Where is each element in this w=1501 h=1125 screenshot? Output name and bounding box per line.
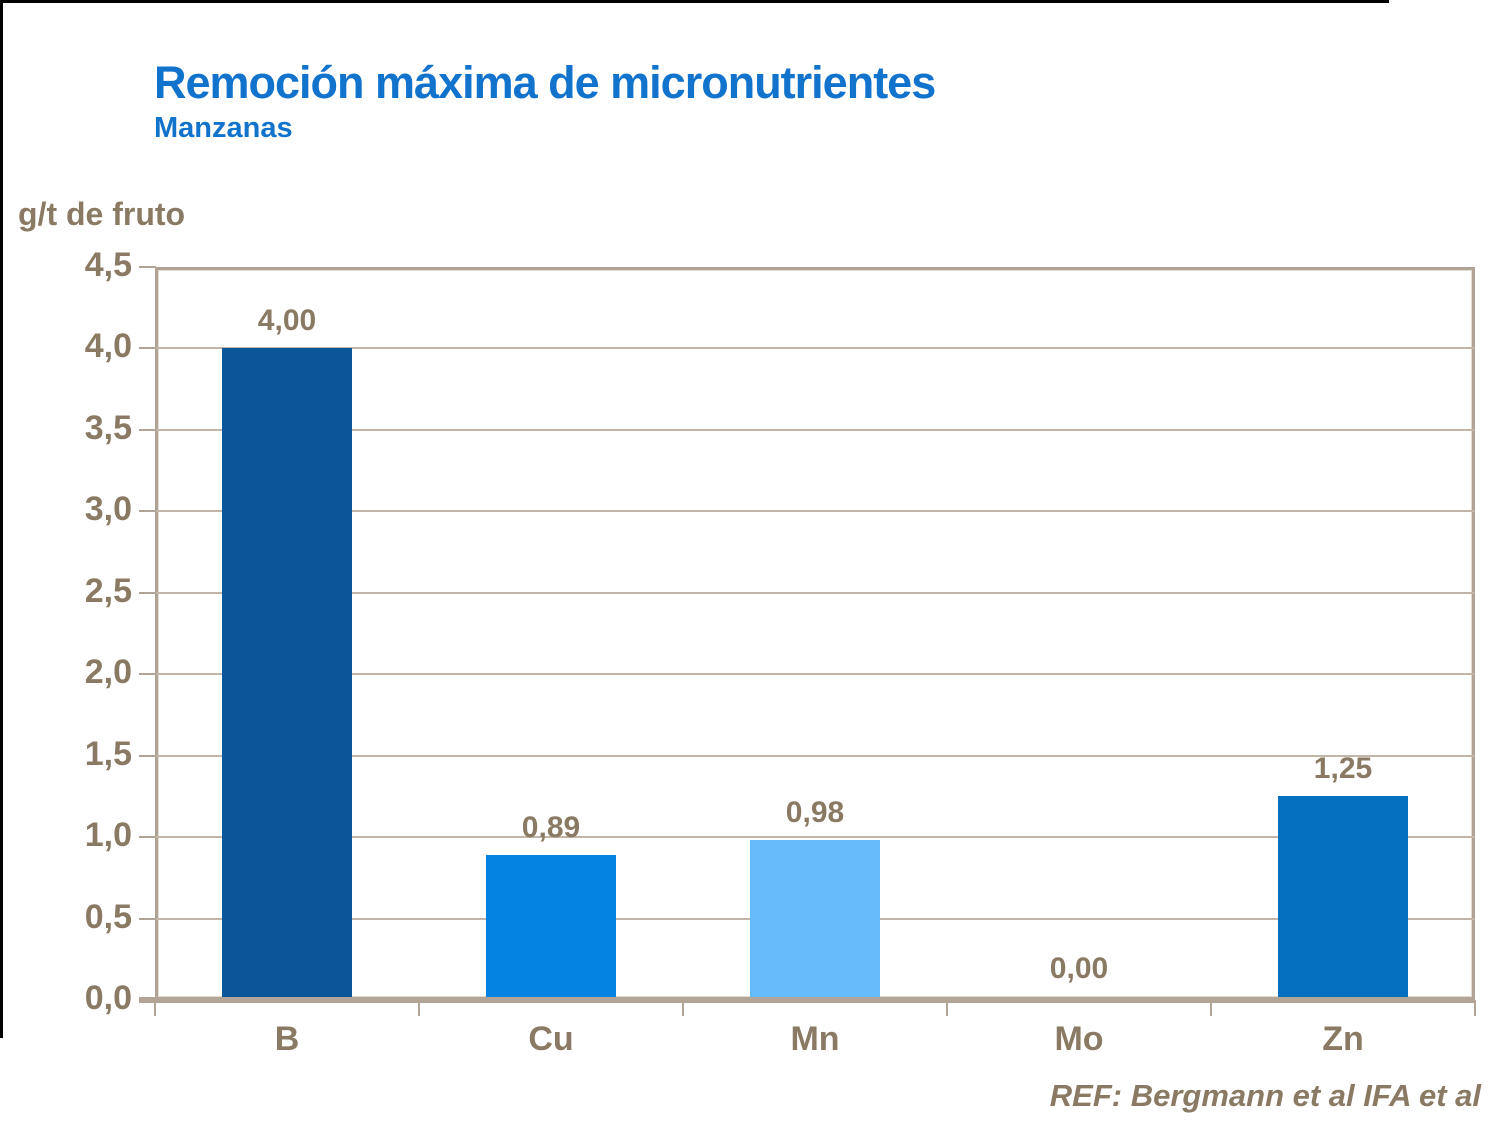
y-gridline	[155, 347, 1475, 350]
reference-note: REF: Bergmann et al IFA et al	[1049, 1078, 1481, 1113]
bar-value-label: 4,00	[257, 304, 317, 338]
bar-value-label: 0,89	[521, 811, 581, 845]
y-tick-label: 0,0	[84, 979, 132, 1017]
bar-value-label: 0,98	[785, 796, 845, 830]
chart-subtitle: Manzanas	[154, 112, 293, 144]
y-tick-mark	[139, 266, 156, 268]
y-gridline	[155, 428, 1475, 431]
y-gridline	[155, 754, 1475, 757]
chart-title: Remoción máxima de micronutrientes	[154, 57, 936, 108]
x-tick-mark	[682, 1000, 684, 1016]
y-tick-label: 4,5	[84, 246, 132, 284]
y-gridline	[155, 591, 1475, 594]
x-tick-mark	[1210, 1000, 1212, 1016]
y-gridline	[155, 673, 1475, 676]
y-tick-mark	[139, 347, 156, 350]
y-gridline	[155, 836, 1475, 839]
x-category-label: Cu	[528, 1020, 574, 1058]
x-category-label: Zn	[1322, 1020, 1364, 1058]
y-tick-label: 0,5	[84, 897, 132, 936]
bar	[222, 348, 352, 1000]
bar	[486, 855, 616, 1000]
y-tick-label: 2,0	[84, 653, 132, 692]
y-tick-mark	[139, 673, 156, 676]
y-gridline	[155, 510, 1475, 513]
x-category-label: Mn	[790, 1020, 840, 1058]
y-tick-label: 4,0	[84, 327, 132, 366]
y-tick-mark	[139, 591, 156, 594]
x-axis-line	[139, 997, 1475, 1003]
y-tick-label: 3,0	[84, 490, 132, 529]
bar-value-label: 1,25	[1313, 752, 1373, 786]
y-tick-label: 1,5	[84, 734, 132, 773]
y-tick-label: 1,0	[84, 816, 132, 855]
x-tick-mark	[946, 1000, 948, 1016]
bar	[750, 840, 880, 1000]
y-tick-mark	[139, 836, 156, 839]
slide-frame-left	[0, 0, 3, 1038]
bar	[1278, 796, 1408, 1000]
y-tick-mark	[139, 917, 156, 920]
y-tick-mark	[139, 428, 156, 431]
bar-value-label: 0,00	[1049, 952, 1109, 985]
y-axis-unit-label: g/t de fruto	[18, 196, 186, 232]
x-tick-mark	[418, 1000, 420, 1016]
y-tick-label: 2,5	[84, 571, 132, 610]
y-tick-mark	[139, 754, 156, 757]
y-tick-label: 3,5	[84, 408, 132, 447]
x-category-label: B	[274, 1020, 300, 1058]
x-tick-mark	[1474, 1000, 1476, 1016]
x-tick-mark	[154, 1000, 156, 1016]
x-category-label: Mo	[1054, 1020, 1104, 1058]
y-tick-mark	[139, 510, 156, 513]
slide-frame-top	[0, 0, 1389, 3]
